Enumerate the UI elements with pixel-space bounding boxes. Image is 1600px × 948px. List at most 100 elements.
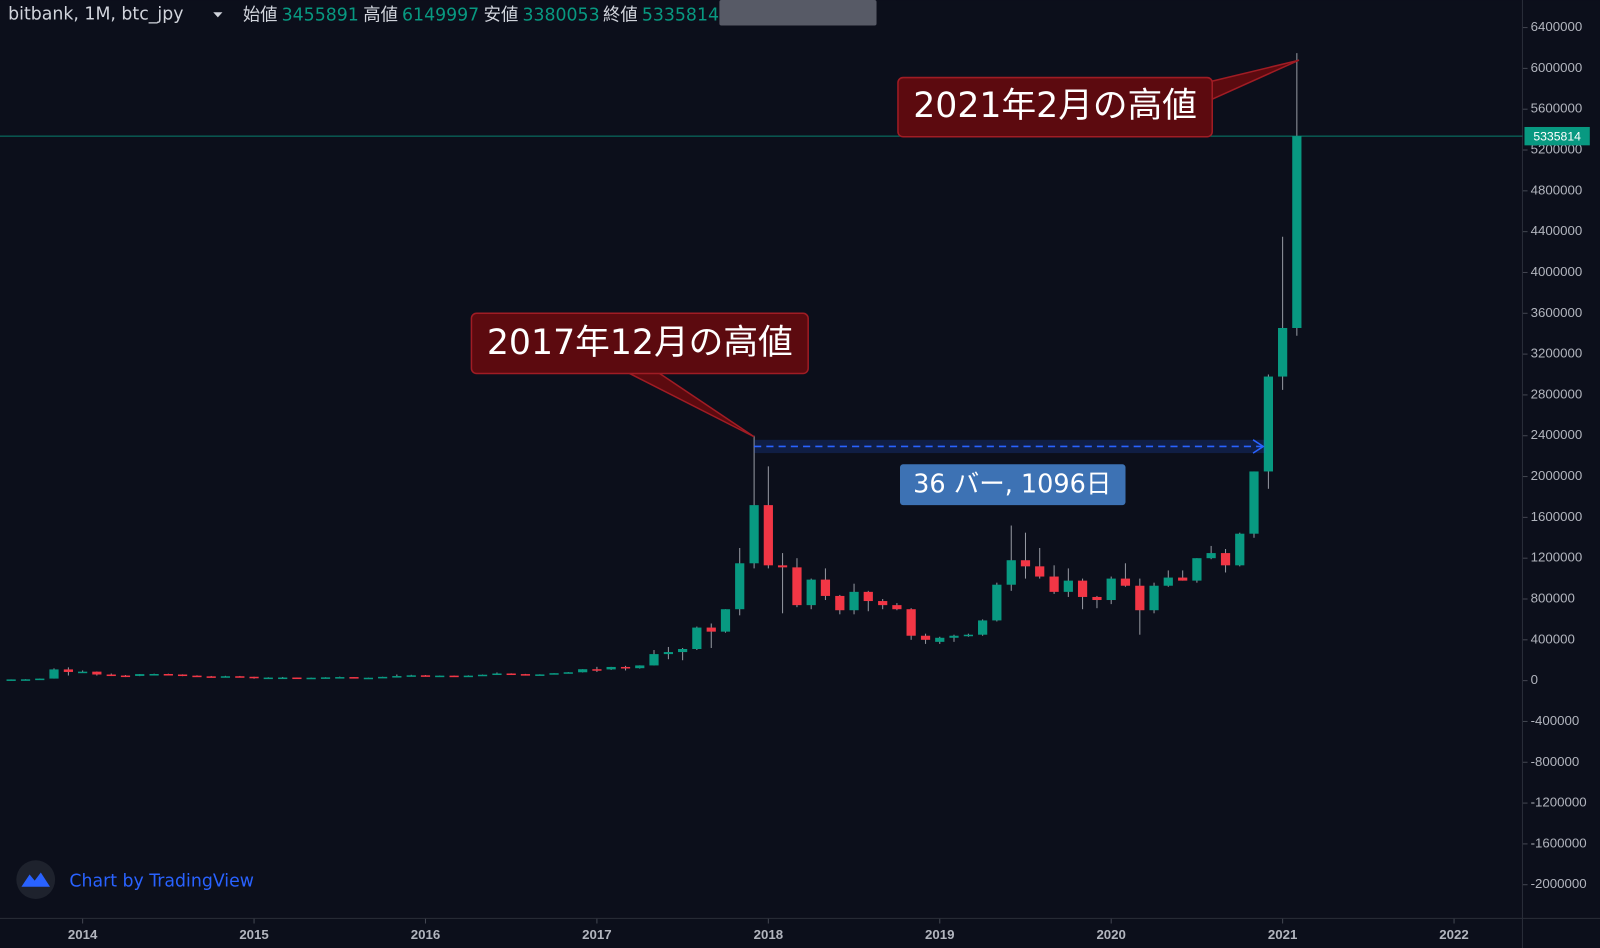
y-tick-label: 4800000 — [1531, 182, 1583, 197]
measure-arrow — [1252, 439, 1265, 454]
candle-body — [835, 595, 845, 611]
ohlc-label: 高値 — [363, 5, 398, 25]
x-tick-label: 2016 — [411, 927, 440, 942]
y-tick-label: -800000 — [1531, 754, 1580, 769]
candle-body — [78, 671, 88, 674]
candle-body — [1049, 576, 1059, 592]
candle-body — [106, 674, 116, 677]
ohlc-label: 始値 — [243, 5, 278, 25]
y-tick-label: 2400000 — [1531, 427, 1583, 442]
candle-body — [135, 674, 145, 676]
candle-body — [63, 669, 74, 672]
y-tick-label: 4400000 — [1531, 223, 1583, 238]
candle-body — [777, 565, 788, 568]
candle-body — [978, 620, 988, 635]
measure-label: 36 バー, 1096日 — [913, 470, 1111, 500]
candle-body — [35, 678, 45, 681]
candle-body — [820, 579, 831, 596]
candle-body — [320, 677, 331, 679]
candle-body — [649, 654, 659, 666]
candle-body — [620, 666, 631, 669]
candle-body — [6, 679, 16, 681]
candle-body — [763, 505, 773, 566]
candle-body — [363, 677, 374, 680]
ohlc-label: 終値 — [603, 5, 638, 25]
candle-body — [635, 665, 645, 669]
y-tick-label: -1600000 — [1531, 835, 1587, 850]
ohlc-label: 安値 — [484, 5, 519, 25]
candle-body — [249, 676, 259, 679]
y-tick-label: -2000000 — [1531, 876, 1587, 891]
dropdown-caret[interactable] — [213, 12, 223, 18]
x-tick-label: 2017 — [582, 927, 611, 942]
candle-body — [1292, 136, 1302, 328]
candle-body — [1035, 566, 1045, 577]
y-tick-label: 2800000 — [1531, 386, 1583, 401]
candle-body — [992, 584, 1002, 621]
last-price-tag — [1524, 126, 1590, 146]
candle-body — [1135, 585, 1145, 611]
callout-box — [470, 312, 809, 375]
candle-body — [292, 677, 302, 680]
candle-body — [920, 635, 931, 640]
x-tick-label: 2018 — [754, 927, 783, 942]
candle-body — [663, 652, 674, 655]
candle-body — [477, 674, 488, 677]
candle-body — [578, 669, 588, 673]
candle-body — [935, 637, 945, 642]
x-tick-label: 2020 — [1096, 927, 1125, 942]
candle-body — [906, 609, 916, 636]
candle-body — [1149, 585, 1159, 611]
y-tick-label: 1200000 — [1531, 550, 1583, 565]
candle-body — [1006, 560, 1016, 585]
candle-body — [420, 675, 431, 677]
tooltip-overlay — [719, 0, 877, 26]
y-tick-label: -1200000 — [1531, 795, 1587, 810]
callout-box — [897, 76, 1214, 138]
candles: 5335814 — [0, 53, 1590, 681]
candle-body — [392, 676, 402, 678]
candle-body — [492, 673, 502, 676]
callout: 2021年2月の高値 — [897, 59, 1300, 138]
candle-body — [1063, 580, 1073, 592]
y-tick-label: -400000 — [1531, 713, 1580, 728]
last-price-label: 5335814 — [1533, 129, 1581, 143]
candle-body — [378, 676, 388, 679]
candle-body — [863, 591, 873, 602]
candle-body — [506, 673, 516, 676]
candle-body — [1178, 577, 1188, 581]
y-tick-label: 1600000 — [1531, 509, 1583, 524]
candle-body — [49, 669, 59, 679]
y-tick-label: 4000000 — [1531, 264, 1583, 279]
credit-text[interactable]: Chart by TradingView — [69, 872, 254, 892]
candle-body — [1278, 327, 1288, 377]
candle-body — [220, 676, 231, 678]
plot: -2000000 -1600000 -1200000 -800000 -400000 0 4… — [68, 19, 1587, 942]
candle-body — [435, 675, 445, 678]
candle-body — [563, 672, 573, 674]
measure-label-box — [900, 464, 1126, 506]
candle-body — [1120, 578, 1131, 586]
candle-body — [520, 674, 531, 676]
candle-body — [849, 591, 859, 611]
candle-body — [735, 563, 745, 610]
y-tick-label: 6400000 — [1531, 19, 1583, 34]
y-tick-label: 3600000 — [1531, 305, 1583, 320]
candle-body — [692, 627, 702, 649]
x-tick-label: 2022 — [1439, 927, 1468, 942]
symbol-title[interactable]: bitbank, 1M, btc_jpy — [8, 4, 183, 24]
candle-body — [963, 634, 974, 637]
credit[interactable]: Chart by TradingView — [16, 860, 254, 899]
candle-body — [463, 675, 473, 678]
ohlc-value: 5335814 — [642, 5, 719, 25]
ohlc-value: 6149997 — [402, 5, 479, 25]
candle-body — [549, 673, 559, 675]
candle-body — [149, 674, 159, 676]
candle-body — [892, 605, 902, 610]
callout-text: 2021年2月の高値 — [913, 86, 1197, 126]
y-tick-label: 3200000 — [1531, 346, 1583, 361]
candle-body — [177, 674, 188, 677]
